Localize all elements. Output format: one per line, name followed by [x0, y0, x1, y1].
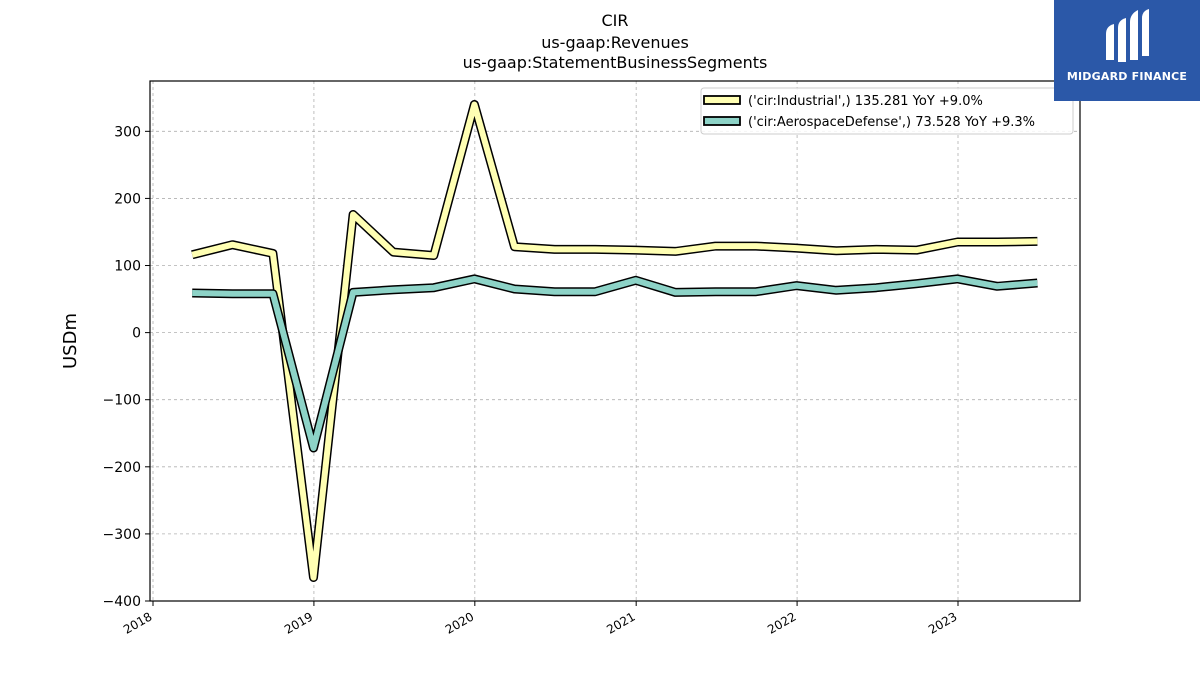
y-tick-label: −400: [103, 594, 141, 610]
legend-swatch: [703, 95, 741, 105]
logo-text: MIDGARD FINANCE: [1066, 70, 1188, 83]
y-tick-label: 200: [114, 191, 141, 207]
legend-label: ('cir:Industrial',) 135.281 YoY +9.0%: [748, 94, 983, 109]
y-tick-label: −300: [103, 527, 141, 543]
y-tick-label: 0: [132, 326, 141, 342]
logo-mark-icon: [1106, 9, 1149, 62]
y-tick-label: 100: [114, 259, 141, 275]
x-tick-label: 2023: [926, 609, 959, 636]
x-tick-label: 2018: [121, 609, 154, 636]
y-tick-label: −100: [103, 393, 141, 409]
legend-label: ('cir:AerospaceDefense',) 73.528 YoY +9.…: [748, 115, 1035, 130]
legend-box: [700, 87, 1074, 135]
x-tick-label: 2021: [604, 609, 637, 636]
plot-area-frame: [149, 80, 1081, 602]
y-tick-label: −200: [103, 460, 141, 476]
series-line: [192, 275, 1038, 451]
x-tick-label: 2019: [282, 609, 315, 636]
legend-swatch: [703, 116, 741, 126]
series-line: [191, 101, 1038, 581]
chart-title-line-2: us-gaap:Revenues: [541, 33, 689, 52]
chart-title-line-1: CIR: [601, 11, 629, 30]
y-tick-label: 300: [114, 124, 141, 140]
midgard-finance-logo: MIDGARD FINANCE: [1054, 0, 1200, 101]
chart-title-line-3: us-gaap:StatementBusinessSegments: [462, 53, 768, 72]
x-tick-label: 2020: [443, 609, 476, 636]
y-axis-label: USDm: [60, 313, 81, 369]
x-tick-label: 2022: [765, 609, 798, 636]
